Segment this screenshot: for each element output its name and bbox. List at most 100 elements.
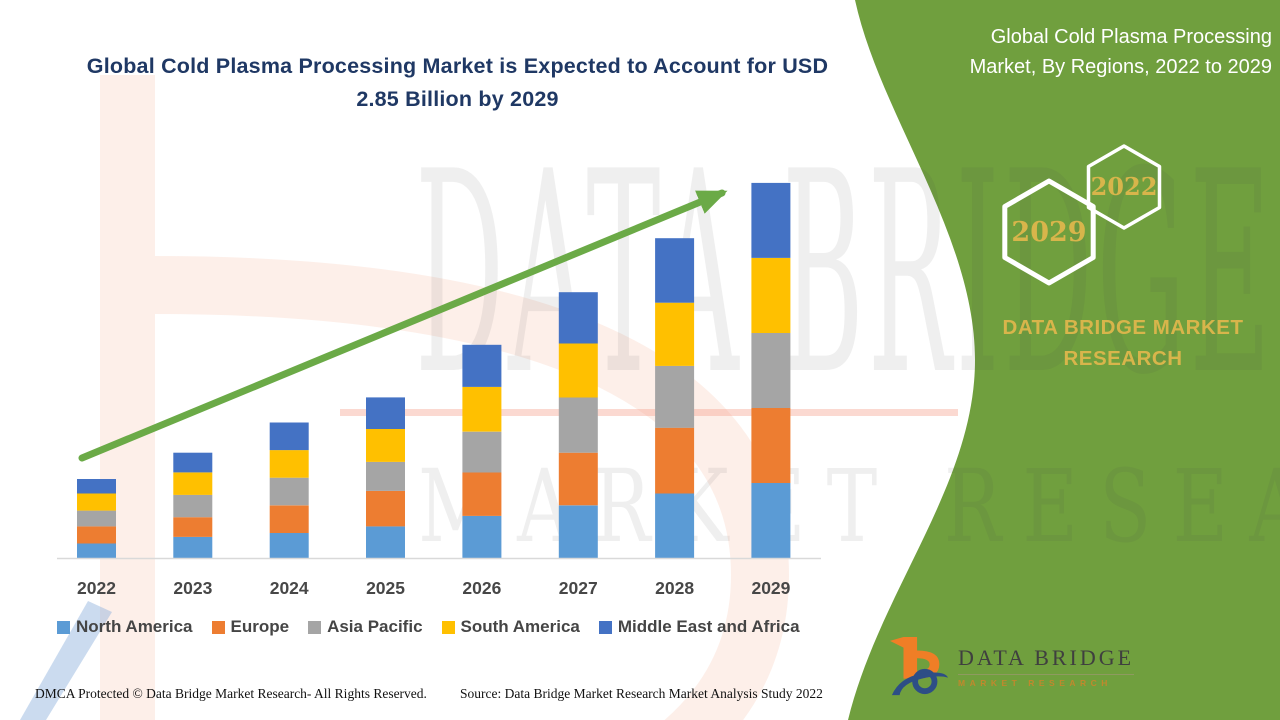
databridge-logo-icon	[889, 636, 949, 696]
bar-segment	[366, 526, 405, 558]
bar-segment	[269, 477, 309, 506]
bar-segment	[173, 494, 213, 518]
bar-segment	[269, 450, 309, 478]
bar-segment	[462, 472, 502, 516]
bar-segment	[655, 427, 695, 494]
bar-segment	[655, 238, 695, 303]
hexagon-2029-label: 2029	[1011, 217, 1086, 248]
bars-group	[77, 182, 791, 558]
watermark-underline	[340, 409, 958, 416]
x-axis-tick-label: 2022	[77, 578, 116, 598]
bar-segment	[751, 258, 791, 333]
main-title-line2: 2.85 Billion by 2029	[356, 87, 559, 111]
hexagon-2022-label: 2022	[1091, 172, 1158, 201]
bar-segment	[77, 493, 116, 511]
logo-b-shape	[903, 636, 940, 679]
bar-segment	[366, 397, 405, 429]
logo-swoosh	[891, 672, 949, 696]
trend-arrow	[78, 189, 728, 462]
year-hexagons: 2022 2029	[1002, 144, 1162, 286]
bar-segment	[655, 365, 695, 428]
bar-segment	[558, 343, 598, 398]
bar-segment	[77, 479, 116, 494]
bar-segment	[173, 452, 213, 473]
brand-text-line1: DATA BRIDGE MARKET	[1002, 316, 1244, 339]
legend-label: Europe	[230, 617, 290, 636]
legend-swatch	[57, 620, 70, 634]
x-axis-tick-label: 2023	[173, 578, 212, 598]
hexagon-2022	[1086, 144, 1162, 230]
bar-segment	[366, 429, 405, 462]
legend-label: Asia Pacific	[327, 617, 423, 636]
bar-segment	[558, 452, 598, 506]
side-panel-title-line2: Market, By Regions, 2022 to 2029	[969, 56, 1272, 78]
dmca-notice: DMCA Protected © Data Bridge Market Rese…	[35, 686, 427, 701]
watermark-b-stem	[100, 75, 155, 720]
x-axis-tick-label: 2029	[751, 578, 790, 598]
legend-item: North America	[57, 617, 193, 637]
x-axis-tick-label: 2024	[270, 578, 309, 598]
legend-label: Middle East and Africa	[617, 617, 800, 636]
legend-swatch	[598, 620, 612, 634]
brand-text-line2: RESEARCH	[1063, 347, 1183, 370]
legend-item: Europe	[211, 617, 290, 637]
main-title-line1: Global Cold Plasma Processing Market is …	[86, 54, 829, 78]
side-panel-title-line1: Global Cold Plasma Processing	[990, 26, 1272, 48]
bar-segment	[462, 386, 502, 432]
bar-segment	[751, 483, 791, 558]
bar-segment	[366, 461, 405, 491]
x-axis-tick-label: 2028	[655, 578, 694, 598]
bar-segment	[77, 526, 116, 544]
bar-segment	[751, 408, 791, 483]
legend-item: South America	[441, 617, 580, 637]
bar-segment	[655, 302, 695, 366]
bar-segment	[173, 517, 213, 537]
bar-segment	[558, 505, 598, 558]
bar-segment	[462, 431, 502, 473]
bar-segment	[269, 533, 309, 558]
side-panel-title: Global Cold Plasma Processing Market, By…	[880, 22, 1280, 82]
source-note: Source: Data Bridge Market Research Mark…	[460, 686, 823, 701]
footer-logo: DATA BRIDGE MARKET RESEARCH	[888, 633, 1135, 699]
x-axis-labels: 2022 2023 2024 2025 2026 2027 2028 2029	[77, 578, 791, 598]
legend-item: Asia Pacific	[308, 617, 423, 637]
legend-label: South America	[460, 617, 580, 636]
x-axis-tick-label: 2026	[462, 578, 501, 598]
x-axis-tick-label: 2027	[559, 578, 598, 598]
bar-segment	[77, 543, 116, 558]
watermark-corner-swoosh	[20, 601, 112, 720]
x-axis-tick-label: 2025	[366, 578, 405, 598]
footer-logo-sub: MARKET RESEARCH	[958, 677, 1112, 688]
bar-segment	[173, 536, 213, 558]
legend-swatch	[441, 620, 455, 634]
legend-swatch	[211, 620, 225, 634]
bar-segment	[462, 344, 502, 387]
bar-segment	[558, 397, 598, 453]
bar-segment	[655, 493, 695, 558]
chart-legend: North America Europe Asia Pacific South Ame…	[57, 617, 847, 637]
logo-flag	[889, 636, 904, 648]
green-panel-shape	[848, 0, 1280, 720]
logo-d-ring	[912, 668, 938, 695]
bar-segment	[751, 182, 791, 258]
watermark-b-bowl	[154, 256, 790, 720]
legend-swatch	[308, 620, 322, 634]
legend-label: North America	[76, 617, 193, 636]
hexagon-2029	[1002, 178, 1096, 286]
brand-text: DATA BRIDGE MARKET RESEARCH	[958, 312, 1280, 374]
bar-segment	[269, 505, 309, 533]
bar-segment	[173, 472, 213, 495]
bar-segment	[77, 510, 116, 527]
bar-segment	[558, 292, 598, 344]
main-title: Global Cold Plasma Processing Market is …	[40, 50, 875, 116]
bar-segment	[269, 422, 309, 451]
footer-logo-text: DATA BRIDGE MARKET RESEARCH	[958, 645, 1135, 688]
bar-segment	[366, 490, 405, 527]
bar-segment	[751, 333, 791, 408]
footer-logo-name: DATA BRIDGE	[958, 645, 1135, 675]
bar-segment	[462, 515, 502, 558]
